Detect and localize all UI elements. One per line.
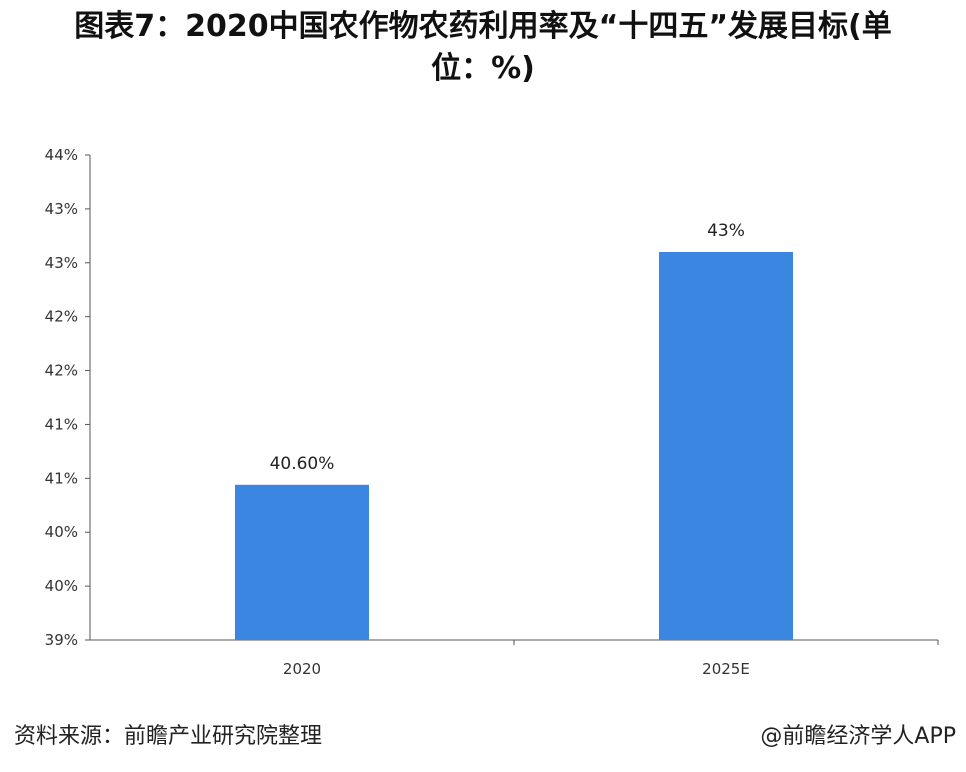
y-tick-label: 39% <box>45 631 78 649</box>
chart-title-line-1: 图表7：2020中国农作物农药利用率及“十四五”发展目标(单 <box>74 9 892 44</box>
bar <box>659 252 793 640</box>
y-tick-label: 40% <box>45 577 78 595</box>
y-tick-label: 41% <box>45 469 78 487</box>
y-tick-label: 42% <box>45 308 78 326</box>
y-tick-label: 43% <box>45 200 78 218</box>
data-label: 40.60% <box>270 454 335 474</box>
data-label: 43% <box>707 221 745 241</box>
y-tick-label: 41% <box>45 415 78 433</box>
y-tick-label: 43% <box>45 254 78 272</box>
x-tick-label: 2020 <box>283 660 321 678</box>
y-tick-label: 44% <box>45 146 78 164</box>
source-note: 资料来源：前瞻产业研究院整理 <box>14 724 323 749</box>
chart-title-line-2: 位：%) <box>431 51 535 86</box>
brand-credit: @前瞻经济学人APP <box>760 724 956 749</box>
y-tick-label: 42% <box>45 362 78 380</box>
bar <box>235 484 369 640</box>
y-tick-label: 40% <box>45 523 78 541</box>
chart-title: 图表7：2020中国农作物农药利用率及“十四五”发展目标(单 位：%) <box>0 6 966 90</box>
x-tick-label: 2025E <box>702 660 750 678</box>
